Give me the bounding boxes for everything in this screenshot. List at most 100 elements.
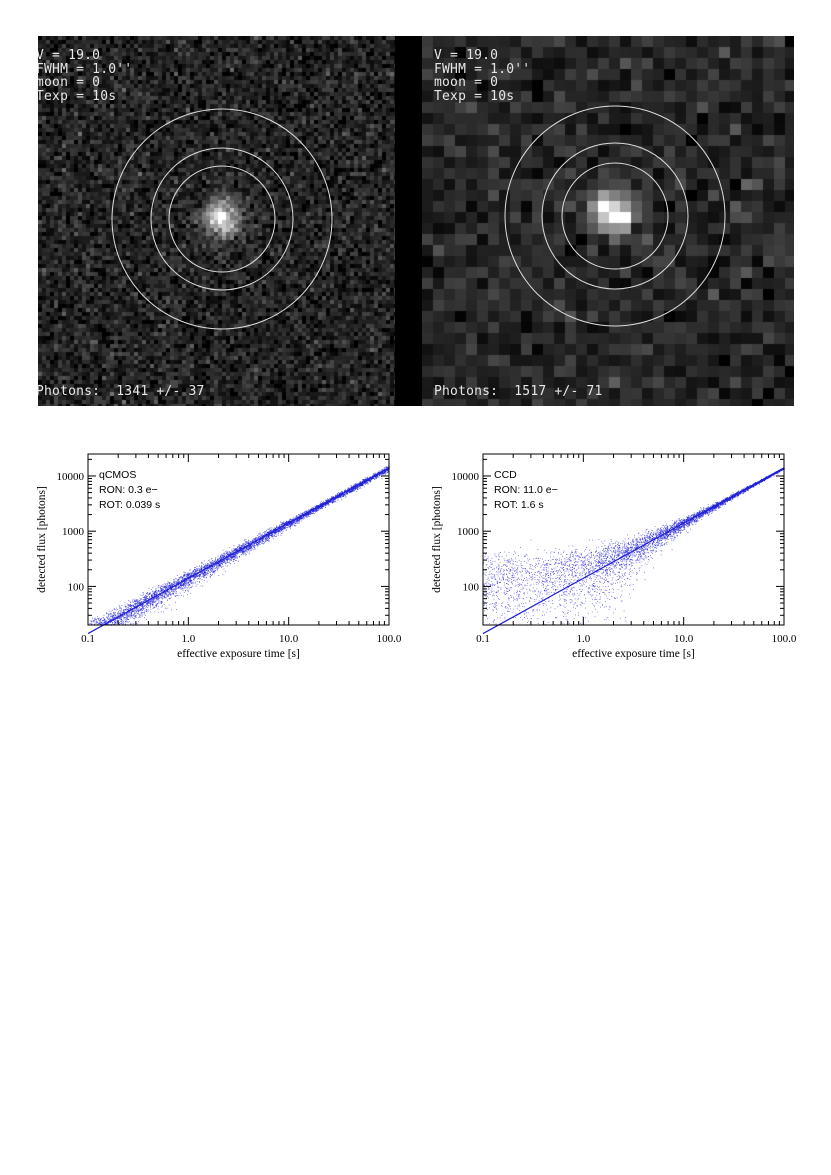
data-point bbox=[154, 594, 155, 596]
data-point bbox=[174, 591, 176, 593]
data-point bbox=[142, 595, 144, 597]
data-point bbox=[221, 562, 223, 564]
data-point bbox=[271, 536, 273, 538]
data-point bbox=[227, 557, 229, 559]
data-point bbox=[136, 601, 138, 603]
data-point bbox=[349, 492, 350, 494]
data-point bbox=[122, 620, 124, 622]
data-point bbox=[340, 495, 342, 497]
data-point bbox=[327, 502, 329, 504]
data-point bbox=[258, 541, 260, 543]
data-point bbox=[182, 583, 184, 584]
data-point bbox=[264, 534, 266, 536]
data-point bbox=[222, 555, 224, 557]
data-point bbox=[260, 533, 262, 535]
data-point bbox=[218, 563, 219, 565]
data-point bbox=[222, 559, 224, 561]
data-point bbox=[348, 488, 350, 489]
data-point bbox=[216, 568, 218, 570]
data-point bbox=[234, 555, 236, 557]
data-point bbox=[90, 623, 92, 625]
data-point bbox=[136, 603, 138, 605]
data-point bbox=[247, 543, 249, 545]
data-point bbox=[284, 521, 286, 523]
data-point bbox=[167, 585, 169, 587]
data-point bbox=[204, 570, 206, 571]
data-point bbox=[233, 556, 235, 557]
data-point bbox=[204, 570, 205, 572]
data-point bbox=[240, 550, 241, 551]
data-point bbox=[175, 601, 176, 603]
data-point bbox=[226, 552, 228, 554]
data-point bbox=[125, 620, 127, 622]
data-point bbox=[100, 622, 102, 624]
data-point bbox=[233, 555, 235, 557]
data-point bbox=[260, 538, 262, 540]
data-point bbox=[219, 564, 221, 566]
data-point bbox=[355, 484, 357, 486]
data-point bbox=[215, 568, 216, 569]
data-point bbox=[142, 604, 144, 606]
data-point bbox=[163, 590, 165, 591]
data-point bbox=[128, 609, 130, 611]
data-point bbox=[226, 553, 228, 555]
data-point bbox=[256, 542, 258, 544]
data-point bbox=[263, 534, 265, 535]
data-point bbox=[302, 513, 304, 515]
data-point bbox=[384, 471, 386, 472]
data-point bbox=[365, 482, 367, 484]
data-point bbox=[201, 565, 202, 567]
data-point bbox=[131, 616, 133, 618]
data-point bbox=[115, 617, 117, 618]
data-point bbox=[332, 499, 334, 501]
data-point bbox=[227, 565, 228, 567]
data-point bbox=[266, 529, 267, 531]
data-point bbox=[164, 595, 166, 597]
data-point bbox=[187, 580, 189, 582]
data-point bbox=[352, 490, 353, 492]
data-point bbox=[307, 516, 309, 518]
data-point bbox=[210, 574, 211, 576]
pixel-noise-image bbox=[38, 36, 395, 406]
data-point bbox=[213, 561, 215, 562]
data-point bbox=[94, 619, 96, 621]
data-point bbox=[222, 553, 224, 555]
data-point bbox=[158, 587, 160, 589]
data-point bbox=[276, 534, 278, 536]
data-point bbox=[152, 598, 154, 600]
data-point bbox=[162, 595, 164, 597]
data-point bbox=[209, 561, 210, 563]
data-point bbox=[133, 599, 135, 601]
data-point bbox=[157, 597, 159, 598]
data-point bbox=[124, 614, 126, 615]
data-point bbox=[195, 585, 197, 587]
data-point bbox=[93, 617, 95, 619]
data-point bbox=[289, 518, 291, 520]
data-point bbox=[270, 531, 272, 532]
data-point bbox=[313, 513, 315, 514]
data-point bbox=[332, 502, 334, 503]
data-point bbox=[191, 574, 193, 576]
data-point bbox=[175, 587, 177, 588]
photon-count: Photons: 1517 +/- 71 bbox=[434, 384, 603, 399]
data-point bbox=[349, 488, 351, 490]
data-point bbox=[340, 494, 342, 496]
data-point bbox=[227, 562, 228, 564]
data-point bbox=[329, 498, 330, 499]
data-point bbox=[305, 510, 307, 512]
data-point bbox=[271, 535, 272, 537]
data-point bbox=[222, 574, 224, 576]
data-point bbox=[155, 601, 157, 603]
data-point bbox=[302, 517, 304, 519]
data-point bbox=[191, 580, 193, 582]
data-point bbox=[106, 621, 108, 623]
data-point bbox=[320, 503, 322, 505]
data-point bbox=[130, 604, 132, 605]
data-point bbox=[316, 509, 317, 511]
data-point bbox=[247, 548, 249, 549]
data-point bbox=[312, 509, 314, 511]
data-point bbox=[242, 553, 244, 555]
data-point bbox=[150, 599, 152, 601]
data-point bbox=[298, 514, 299, 516]
data-point bbox=[117, 620, 118, 622]
